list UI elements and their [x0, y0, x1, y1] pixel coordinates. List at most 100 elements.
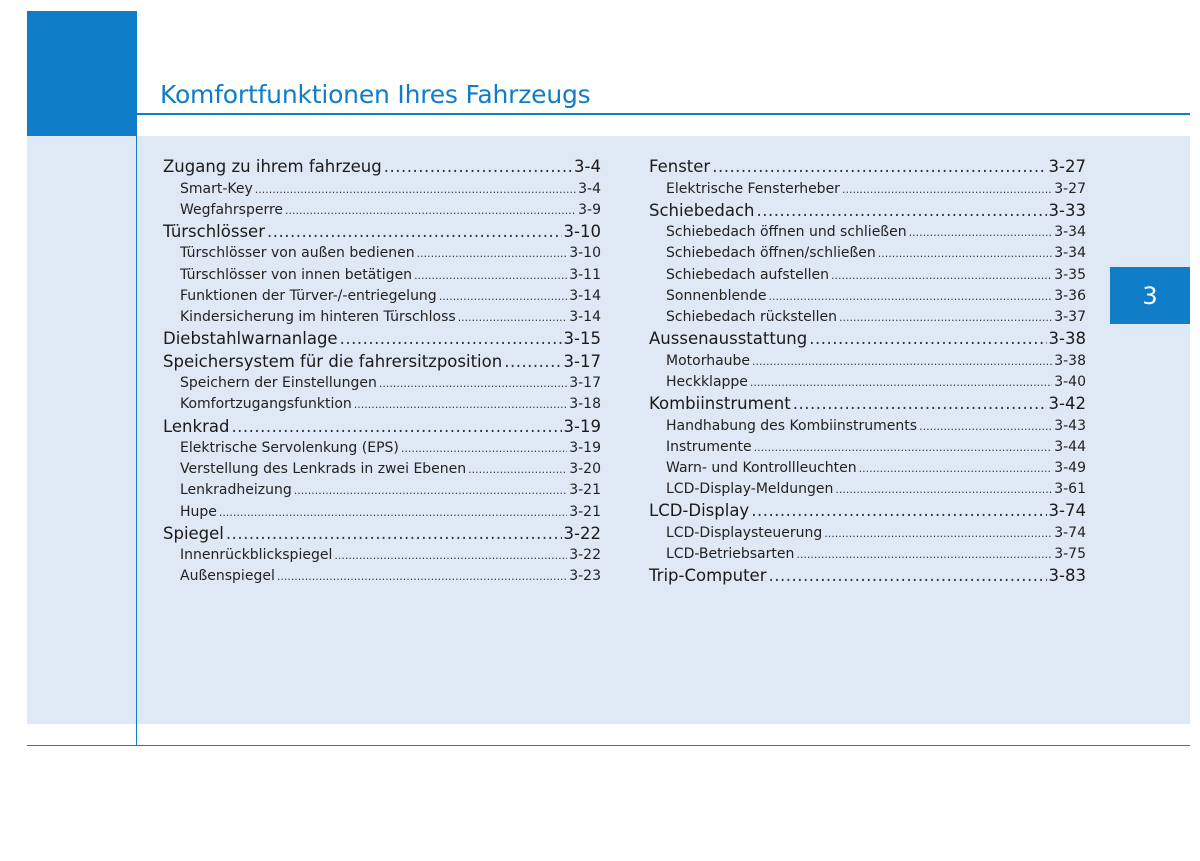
toc-entry-label: Handhabung des Kombiinstruments	[666, 417, 918, 434]
toc-entry-sub[interactable]: Schiebedach öffnen und schließen 3-34	[649, 222, 1086, 243]
toc-entry-sub[interactable]: Wegfahrsperre 3-9	[163, 200, 601, 221]
toc-entry-label: Motorhaube	[666, 352, 751, 369]
toc-entry-main[interactable]: Fenster 3-27	[649, 156, 1086, 179]
toc-entry-sub[interactable]: Hupe 3-21	[163, 502, 601, 523]
toc-entry-page: 3-10	[563, 221, 601, 241]
page-title: Komfortfunktionen Ihres Fahrzeugs	[160, 80, 591, 109]
toc-entry-sub[interactable]: Schiebedach aufstellen 3-35	[649, 265, 1086, 286]
toc-entry-label: Kindersicherung im hinteren Türschloss	[180, 308, 456, 325]
toc-entry-label: Wegfahrsperre	[180, 201, 284, 218]
toc-entry-page: 3-75	[1054, 545, 1086, 562]
toc-dot-leader	[768, 565, 1046, 588]
corner-color-block	[27, 11, 137, 136]
toc-dot-leader	[842, 179, 1052, 200]
toc-entry-main[interactable]: Diebstahlwarnanlage 3-15	[163, 328, 601, 351]
toc-entry-sub[interactable]: Komfortzugangsfunktion 3-18	[163, 394, 601, 415]
toc-entry-label: Türschlösser von außen bedienen	[180, 245, 415, 262]
toc-entry-label: Innenrückblickspiegel	[180, 547, 333, 564]
toc-entry-sub[interactable]: Handhabung des Kombiinstruments 3-43	[649, 416, 1086, 437]
toc-dot-leader	[809, 328, 1046, 351]
toc-entry-main[interactable]: Spiegel 3-22	[163, 523, 601, 546]
toc-entry-sub[interactable]: LCD-Betriebsarten 3-75	[649, 544, 1086, 565]
toc-entry-main[interactable]: Zugang zu ihrem fahrzeug 3-4	[163, 156, 601, 179]
toc-entry-label: LCD-Displaysteuerung	[666, 524, 823, 541]
toc-entry-page: 3-74	[1054, 524, 1086, 541]
toc-dot-leader	[458, 307, 568, 328]
toc-entry-main[interactable]: Trip-Computer 3-83	[649, 565, 1086, 588]
toc-dot-leader	[340, 328, 562, 351]
toc-entry-label: Fenster	[649, 157, 711, 176]
toc-entry-label: Heckklappe	[666, 373, 748, 390]
toc-entry-sub[interactable]: Sonnenblende 3-36	[649, 286, 1086, 307]
toc-entry-label: Schiebedach rückstellen	[666, 308, 838, 325]
toc-entry-sub[interactable]: LCD-Display-Meldungen 3-61	[649, 479, 1086, 500]
toc-entry-sub[interactable]: Smart-Key 3-4	[163, 179, 601, 200]
toc-entry-main[interactable]: Türschlösser 3-10	[163, 221, 601, 244]
toc-entry-sub[interactable]: Schiebedach öffnen/schließen 3-34	[649, 243, 1086, 264]
toc-entry-label: Aussenausstattung	[649, 329, 808, 349]
toc-entry-sub[interactable]: Lenkradheizung 3-21	[163, 480, 601, 501]
toc-entry-page: 3-43	[1054, 417, 1086, 434]
toc-entry-page: 3-17	[569, 375, 601, 392]
toc-entry-sub[interactable]: Instrumente 3-44	[649, 437, 1086, 458]
toc-entry-page: 3-9	[578, 201, 601, 218]
toc-entry-sub[interactable]: Heckklappe 3-40	[649, 372, 1086, 393]
toc-dot-leader	[439, 286, 568, 307]
toc-dot-leader	[824, 523, 1052, 544]
toc-dot-leader	[379, 373, 567, 394]
toc-dot-leader	[267, 221, 562, 244]
toc-entry-sub[interactable]: Türschlösser von außen bedienen 3-10	[163, 243, 601, 264]
toc-entry-sub[interactable]: Schiebedach rückstellen 3-37	[649, 307, 1086, 328]
toc-entry-sub[interactable]: Innenrückblickspiegel 3-22	[163, 545, 601, 566]
toc-entry-sub[interactable]: Warn- und Kontrollleuchten 3-49	[649, 458, 1086, 479]
toc-entry-label: LCD-Display-Meldungen	[666, 481, 834, 498]
toc-entry-sub[interactable]: Elektrische Fensterheber 3-27	[649, 179, 1086, 200]
toc-entry-main[interactable]: Speichersystem für die fahrersitzpositio…	[163, 351, 601, 374]
toc-entry-main[interactable]: LCD-Display 3-74	[649, 500, 1086, 523]
toc-entry-page: 3-38	[1054, 352, 1086, 369]
toc-entry-label: Smart-Key	[180, 180, 253, 197]
toc-entry-page: 3-19	[563, 416, 601, 436]
toc-dot-leader	[285, 200, 576, 221]
toc-entry-sub[interactable]: LCD-Displaysteuerung 3-74	[649, 523, 1086, 544]
toc-entry-page: 3-14	[569, 308, 601, 325]
toc-dot-leader	[909, 222, 1053, 243]
toc-entry-label: LCD-Display	[649, 501, 750, 521]
chapter-tab[interactable]: 3	[1110, 267, 1190, 324]
toc-entry-sub[interactable]: Elektrische Servolenkung (EPS) 3-19	[163, 438, 601, 459]
toc-entry-page: 3-61	[1054, 481, 1086, 498]
toc-dot-leader	[768, 286, 1052, 307]
toc-entry-main[interactable]: Aussenausstattung 3-38	[649, 328, 1086, 351]
toc-entry-label: Lenkradheizung	[180, 482, 292, 499]
toc-column-right: Fenster 3-27 Elektrische Fensterheber 3-27 S…	[649, 156, 1086, 588]
toc-entry-sub[interactable]: Kindersicherung im hinteren Türschloss 3-…	[163, 307, 601, 328]
toc-entry-page: 3-4	[574, 157, 601, 176]
toc-dot-leader	[294, 480, 567, 501]
toc-entry-page: 3-49	[1054, 459, 1086, 476]
toc-entry-page: 3-21	[569, 503, 601, 520]
toc-entry-label: Warn- und Kontrollleuchten	[666, 459, 857, 476]
toc-entry-page: 3-4	[578, 180, 601, 197]
toc-entry-sub[interactable]: Motorhaube 3-38	[649, 351, 1086, 372]
toc-entry-label: Trip-Computer	[649, 566, 767, 586]
toc-entry-page: 3-14	[569, 287, 601, 304]
toc-entry-main[interactable]: Schiebedach 3-33	[649, 200, 1086, 223]
toc-dot-leader	[750, 372, 1052, 393]
toc-entry-sub[interactable]: Verstellung des Lenkrads in zwei Ebenen 3…	[163, 459, 601, 480]
toc-entry-sub[interactable]: Speichern der Einstellungen 3-17	[163, 373, 601, 394]
toc-entry-label: LCD-Betriebsarten	[666, 545, 795, 562]
toc-dot-leader	[384, 156, 572, 179]
toc-entry-sub[interactable]: Außenspiegel 3-23	[163, 566, 601, 587]
toc-entry-label: Elektrische Fensterheber	[666, 180, 840, 197]
toc-entry-label: Hupe	[180, 503, 217, 520]
toc-dot-leader	[231, 416, 561, 439]
toc-entry-page: 3-11	[569, 266, 601, 283]
toc-dot-leader	[751, 500, 1046, 523]
toc-entry-sub[interactable]: Türschlösser von innen betätigen 3-11	[163, 265, 601, 286]
toc-entry-main[interactable]: Kombiinstrument 3-42	[649, 393, 1086, 416]
toc-entry-page: 3-17	[563, 351, 601, 371]
toc-entry-main[interactable]: Lenkrad 3-19	[163, 416, 601, 439]
toc-entry-page: 3-18	[569, 396, 601, 413]
toc-entry-sub[interactable]: Funktionen der Türver-/-entriegelung 3-14	[163, 286, 601, 307]
title-underline-rule	[137, 113, 1190, 115]
